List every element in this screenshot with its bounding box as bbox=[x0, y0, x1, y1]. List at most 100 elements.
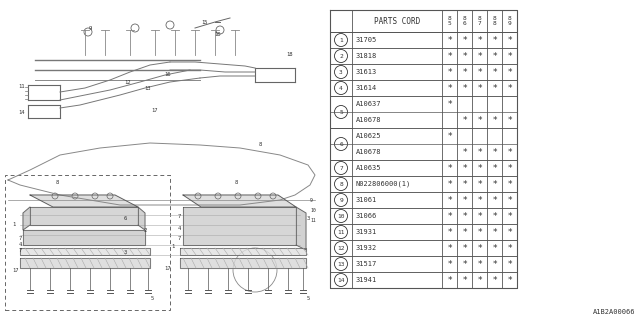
Text: *: * bbox=[447, 164, 452, 172]
Text: 2: 2 bbox=[339, 53, 343, 59]
Text: 11: 11 bbox=[337, 229, 345, 235]
Text: 3: 3 bbox=[307, 215, 310, 220]
Text: 8: 8 bbox=[234, 180, 237, 186]
Text: A1B2A00066: A1B2A00066 bbox=[593, 309, 635, 315]
Text: *: * bbox=[477, 116, 482, 124]
Text: *: * bbox=[447, 36, 452, 44]
Bar bbox=[5, 175, 170, 310]
Text: 10: 10 bbox=[337, 213, 345, 219]
Text: *: * bbox=[447, 100, 452, 108]
Text: 8: 8 bbox=[56, 180, 59, 186]
Text: *: * bbox=[477, 212, 482, 220]
Text: 7: 7 bbox=[19, 236, 22, 241]
Text: PARTS CORD: PARTS CORD bbox=[374, 17, 420, 26]
Text: *: * bbox=[492, 148, 497, 156]
Text: 4: 4 bbox=[19, 242, 22, 246]
Text: *: * bbox=[508, 260, 512, 268]
Text: 3: 3 bbox=[124, 250, 127, 254]
Text: *: * bbox=[462, 180, 467, 188]
Text: 17: 17 bbox=[164, 266, 172, 270]
Text: *: * bbox=[477, 164, 482, 172]
Text: *: * bbox=[492, 180, 497, 188]
Text: *: * bbox=[462, 276, 467, 284]
Text: 2: 2 bbox=[143, 228, 147, 233]
Text: 4: 4 bbox=[339, 85, 343, 91]
Text: *: * bbox=[462, 260, 467, 268]
Text: 31931: 31931 bbox=[356, 229, 377, 235]
Text: 8
7: 8 7 bbox=[477, 16, 481, 26]
Text: 6: 6 bbox=[124, 215, 127, 220]
Text: *: * bbox=[508, 148, 512, 156]
Text: 31613: 31613 bbox=[356, 69, 377, 75]
Text: 8
9: 8 9 bbox=[508, 16, 511, 26]
Text: *: * bbox=[462, 196, 467, 204]
Text: 31066: 31066 bbox=[356, 213, 377, 219]
Text: 6: 6 bbox=[339, 141, 343, 147]
Text: 9: 9 bbox=[339, 197, 343, 203]
Polygon shape bbox=[20, 258, 150, 268]
Text: 17: 17 bbox=[152, 108, 158, 113]
Text: *: * bbox=[477, 196, 482, 204]
Text: 1: 1 bbox=[172, 244, 175, 249]
Text: 12: 12 bbox=[337, 245, 345, 251]
Text: *: * bbox=[508, 244, 512, 252]
Text: *: * bbox=[462, 52, 467, 60]
Text: *: * bbox=[462, 244, 467, 252]
Text: *: * bbox=[508, 52, 512, 60]
Text: *: * bbox=[508, 228, 512, 236]
Text: 11: 11 bbox=[310, 218, 316, 222]
Text: *: * bbox=[462, 212, 467, 220]
Text: *: * bbox=[447, 52, 452, 60]
Text: *: * bbox=[462, 36, 467, 44]
Text: *: * bbox=[462, 68, 467, 76]
Text: A10678: A10678 bbox=[356, 149, 381, 155]
Text: *: * bbox=[492, 84, 497, 92]
Text: *: * bbox=[447, 68, 452, 76]
Text: 31705: 31705 bbox=[356, 37, 377, 43]
Text: *: * bbox=[462, 228, 467, 236]
Text: A10635: A10635 bbox=[356, 165, 381, 171]
Text: 12: 12 bbox=[125, 79, 131, 84]
Text: *: * bbox=[477, 52, 482, 60]
Text: *: * bbox=[508, 68, 512, 76]
Text: *: * bbox=[492, 116, 497, 124]
Text: *: * bbox=[508, 164, 512, 172]
Text: 1: 1 bbox=[339, 37, 343, 43]
Text: 16: 16 bbox=[164, 73, 172, 77]
Polygon shape bbox=[183, 207, 296, 245]
Text: A10625: A10625 bbox=[356, 133, 381, 139]
Text: 1: 1 bbox=[12, 222, 15, 228]
Text: 8: 8 bbox=[339, 181, 343, 187]
Text: 10: 10 bbox=[310, 207, 316, 212]
Text: 8
6: 8 6 bbox=[463, 16, 467, 26]
Text: 5: 5 bbox=[150, 295, 154, 300]
Text: *: * bbox=[492, 164, 497, 172]
Text: *: * bbox=[508, 196, 512, 204]
Text: 31061: 31061 bbox=[356, 197, 377, 203]
Text: 5: 5 bbox=[307, 295, 310, 300]
Text: *: * bbox=[492, 36, 497, 44]
Text: *: * bbox=[447, 132, 452, 140]
Text: 7: 7 bbox=[177, 236, 180, 241]
Text: A10637: A10637 bbox=[356, 101, 381, 107]
Text: *: * bbox=[447, 244, 452, 252]
Text: 31941: 31941 bbox=[356, 277, 377, 283]
Text: 8
8: 8 8 bbox=[493, 16, 497, 26]
Text: N022806000(1): N022806000(1) bbox=[356, 181, 412, 187]
Text: *: * bbox=[477, 84, 482, 92]
Text: 10: 10 bbox=[215, 33, 221, 37]
Text: *: * bbox=[477, 180, 482, 188]
Text: 7: 7 bbox=[177, 214, 180, 220]
Text: *: * bbox=[477, 68, 482, 76]
Text: *: * bbox=[447, 228, 452, 236]
Polygon shape bbox=[23, 230, 145, 245]
Text: *: * bbox=[508, 180, 512, 188]
Text: *: * bbox=[462, 116, 467, 124]
Text: *: * bbox=[477, 276, 482, 284]
Text: *: * bbox=[477, 244, 482, 252]
Text: *: * bbox=[462, 164, 467, 172]
Text: *: * bbox=[477, 260, 482, 268]
Text: *: * bbox=[447, 276, 452, 284]
Text: 9: 9 bbox=[88, 26, 92, 30]
Text: *: * bbox=[492, 276, 497, 284]
